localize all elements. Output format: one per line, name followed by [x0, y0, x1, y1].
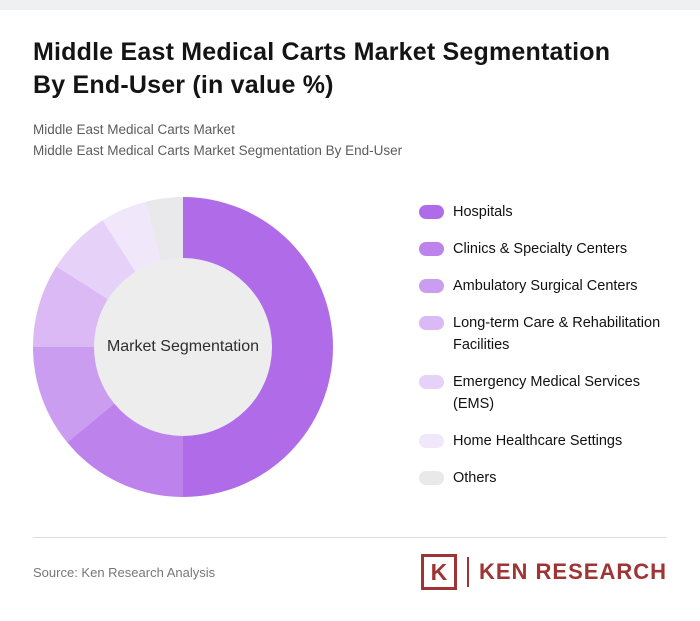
legend-item: Others: [419, 467, 667, 489]
legend-item: Emergency Medical Services (EMS): [419, 371, 667, 415]
logo-initial: K: [430, 558, 448, 585]
legend-item: Hospitals: [419, 201, 667, 223]
legend-swatch: [419, 242, 444, 256]
legend: Hospitals Clinics & Specialty Centers Ambu…: [419, 201, 667, 489]
footer-divider: [33, 537, 667, 538]
chart-card: Middle East Medical Carts Market Segment…: [0, 10, 700, 621]
page-title: Middle East Medical Carts Market Segment…: [33, 38, 611, 99]
legend-item: Long-term Care & Rehabilitation Faciliti…: [419, 312, 667, 356]
ken-research-logo: K KEN RESEARCH: [420, 554, 667, 590]
chart-section: Market Segmentation Hospitals Clinics & S…: [33, 197, 667, 497]
legend-swatch: [419, 375, 444, 389]
legend-label: Emergency Medical Services (EMS): [453, 374, 640, 412]
source-text: Source: Ken Research Analysis: [33, 564, 216, 580]
footer: Source: Ken Research Analysis K KEN RESE…: [33, 554, 667, 590]
legend-label: Long-term Care & Rehabilitation Faciliti…: [453, 315, 661, 353]
subtitle-line-1: Middle East Medical Carts Market: [33, 122, 235, 137]
subtitle-line-2: Middle East Medical Carts Market Segment…: [33, 143, 403, 158]
legend-label: Others: [453, 470, 497, 486]
legend-item: Clinics & Specialty Centers: [419, 238, 667, 260]
legend-label: Home Healthcare Settings: [453, 433, 623, 449]
logo-wordmark: KEN RESEARCH: [478, 559, 667, 584]
legend-item: Ambulatory Surgical Centers: [419, 275, 667, 297]
legend-label: Clinics & Specialty Centers: [453, 241, 628, 257]
legend-label: Ambulatory Surgical Centers: [453, 278, 638, 294]
legend-swatch: [419, 205, 444, 219]
donut-center: Market Segmentation: [94, 258, 272, 436]
legend-swatch: [419, 434, 444, 448]
subtitle-block: Middle East Medical Carts Market Middle …: [33, 119, 667, 161]
legend-item: Home Healthcare Settings: [419, 430, 667, 452]
logo-k-icon: K: [420, 554, 457, 590]
legend-swatch: [419, 471, 444, 485]
legend-swatch: [419, 279, 444, 293]
donut-center-label: Market Segmentation: [106, 338, 260, 355]
logo-separator: [466, 557, 469, 587]
legend-label: Hospitals: [453, 204, 513, 220]
donut-chart-wrapper: Market Segmentation: [33, 197, 333, 497]
legend-swatch: [419, 316, 444, 330]
